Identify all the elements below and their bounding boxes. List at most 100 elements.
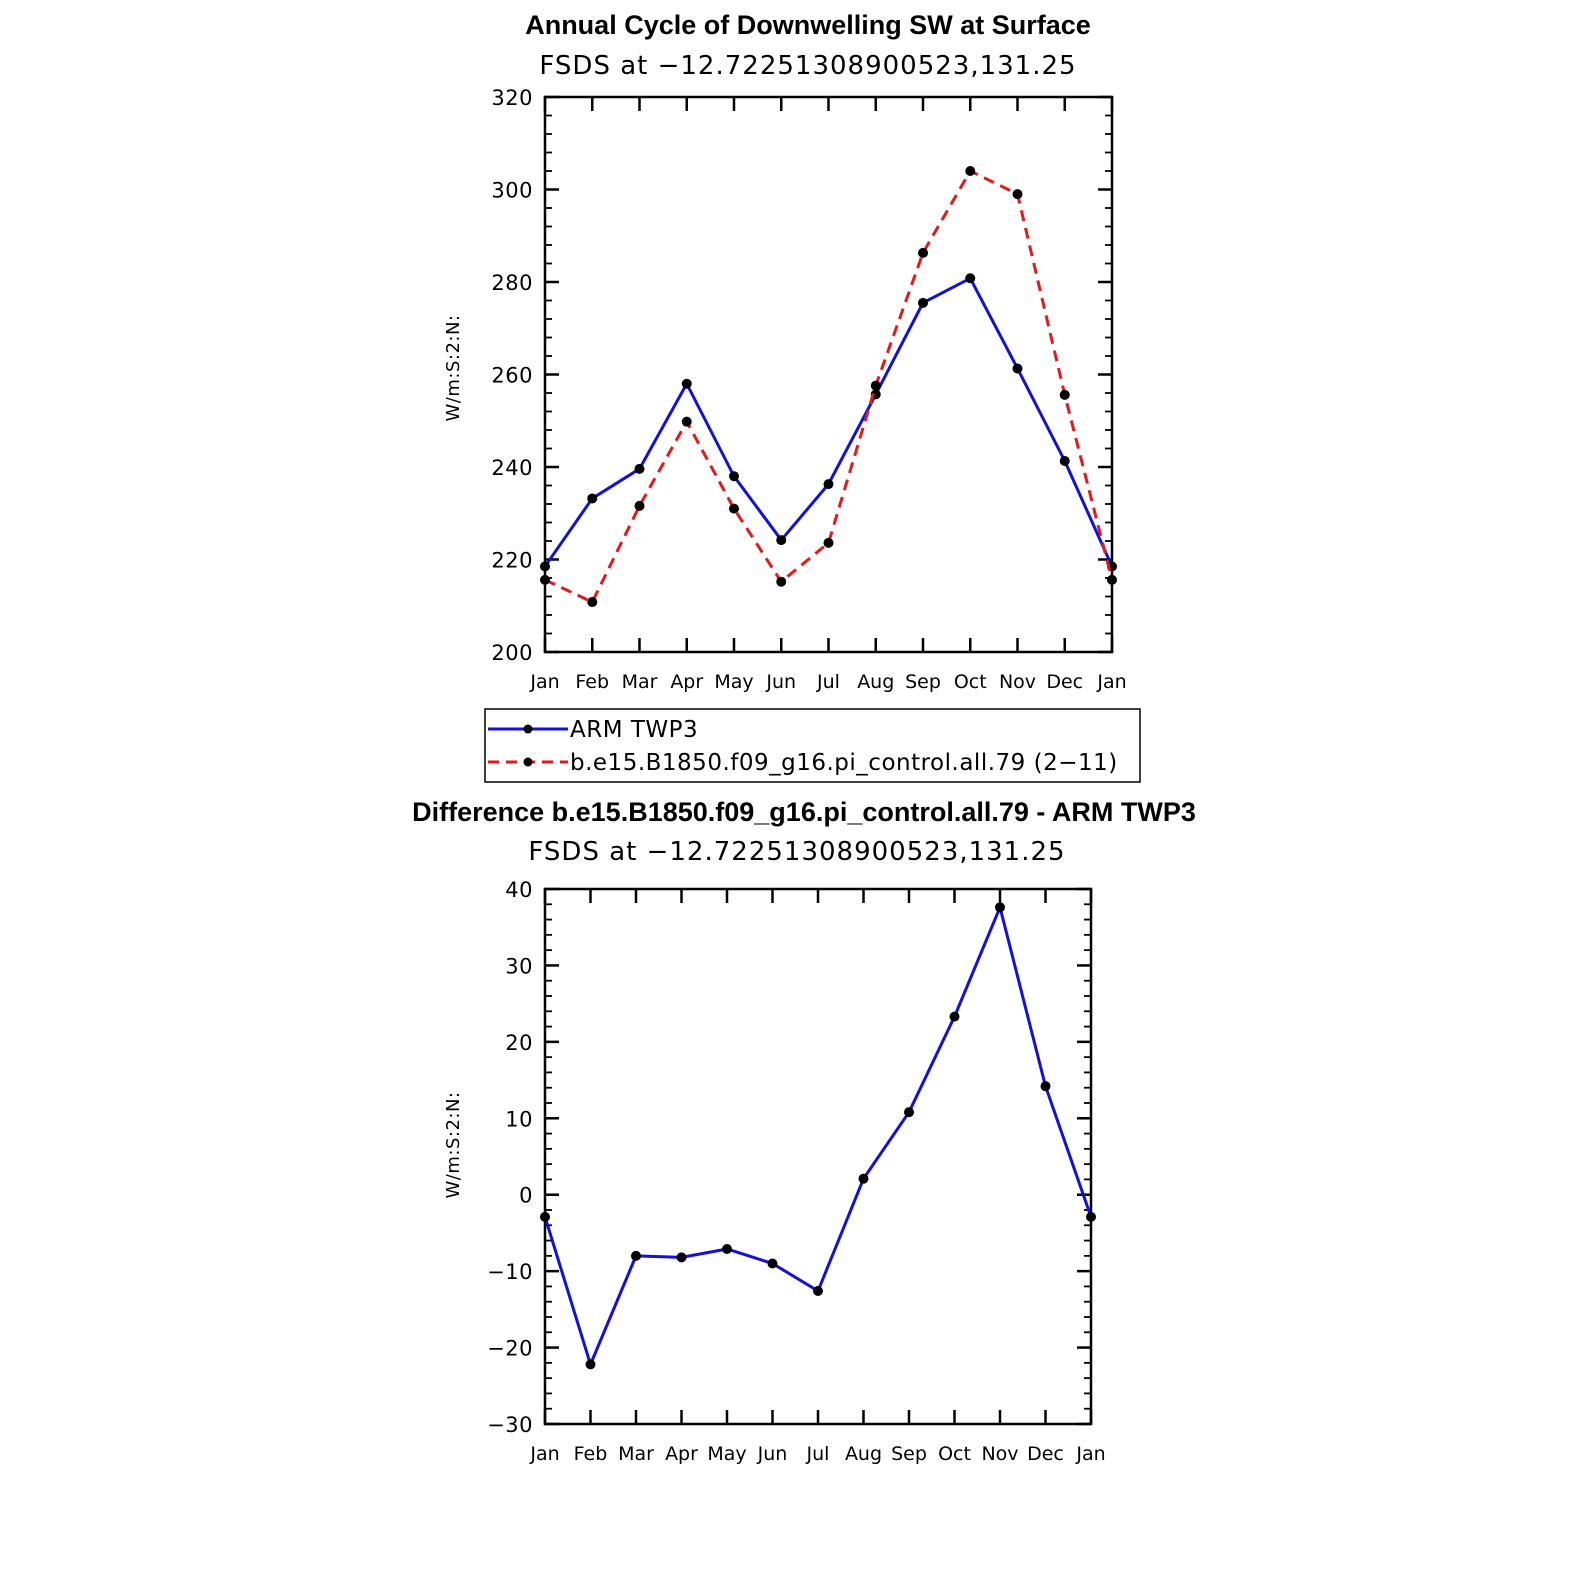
x-tick-label: Nov: [981, 1443, 1018, 1465]
data-point: [949, 1011, 960, 1022]
x-tick-labels: Jan Feb Mar Apr May Jun Jul Aug Sep Oct Nov Dec Jan: [529, 671, 1126, 693]
y-axis-label: W/m:S:2:N:: [443, 1092, 464, 1199]
x-tick-label: May: [714, 671, 753, 693]
y-tick-label: 280: [491, 271, 533, 295]
y-tick-label: 300: [491, 179, 533, 203]
y-tick-label: 240: [491, 456, 533, 480]
x-tick-label: Sep: [891, 1443, 927, 1465]
legend-marker-obs: [523, 724, 533, 734]
y-tick-label: 10: [505, 1107, 533, 1131]
x-tick-label: Oct: [938, 1443, 971, 1465]
data-point: [585, 1359, 596, 1370]
data-point: [1059, 389, 1070, 400]
chart-title: Annual Cycle of Downwelling SW at Surfac…: [525, 10, 1091, 40]
data-point: [540, 561, 550, 572]
x-tick-label: Oct: [954, 671, 987, 693]
data-point: [1107, 574, 1117, 585]
data-point: [681, 378, 692, 389]
x-tick-label: Feb: [575, 671, 609, 693]
data-point: [722, 1243, 732, 1254]
data-point: [1012, 189, 1023, 200]
data-point: [858, 1173, 869, 1184]
series-line-0: [543, 276, 1114, 568]
x-tick-label: Dec: [1027, 1443, 1064, 1465]
data-point: [823, 537, 834, 548]
y-tick-labels: 200 220 240 260 280 300 320: [491, 86, 533, 665]
legend-entry-model: b.e15.B1850.f09_g16.pi_control.all.79 (2…: [488, 750, 1118, 776]
data-point: [995, 902, 1005, 913]
x-tick-label: Aug: [857, 671, 894, 693]
x-tick-label: Jul: [806, 1443, 830, 1465]
data-point: [587, 597, 598, 608]
x-tick-label: Mar: [622, 671, 658, 693]
x-tick-label: Jan: [1075, 1443, 1105, 1465]
y-tick-label: 260: [491, 364, 533, 388]
data-point: [870, 380, 881, 391]
x-tick-label: Jul: [816, 671, 840, 693]
y-tick-label: 0: [519, 1184, 533, 1208]
legend-label-obs: ARM TWP3: [570, 717, 698, 743]
y-tick-label: 220: [491, 549, 533, 573]
chart-subtitle: FSDS at −12.72251308900523,131.25: [528, 837, 1065, 867]
y-tick-labels: −30 −20 −10 0 10 20 30 40: [487, 878, 533, 1437]
data-point: [540, 574, 550, 585]
data-point: [776, 535, 787, 546]
data-point: [965, 166, 976, 176]
x-tick-label: Aug: [845, 1443, 882, 1465]
y-tick-label: −20: [487, 1337, 533, 1361]
axes-frame: [543, 887, 1093, 1426]
data-point: [729, 471, 739, 482]
data-point: [1040, 1081, 1051, 1092]
legend-marker-model: [523, 757, 533, 767]
y-tick-label: 200: [491, 641, 533, 665]
y-tick-label: −30: [487, 1413, 533, 1437]
data-point: [1059, 455, 1070, 466]
data-point: [676, 1252, 687, 1263]
x-tick-labels: Jan Feb Mar Apr May Jun Jul Aug Sep Oct Nov Dec Jan: [529, 1443, 1105, 1465]
data-point: [540, 1211, 550, 1222]
data-point: [767, 1258, 778, 1269]
data-point: [631, 1250, 641, 1261]
data-point: [918, 297, 928, 308]
legend-entry-obs: ARM TWP3: [488, 717, 698, 743]
y-tick-label: 40: [505, 878, 533, 902]
legend-box: [484, 708, 1141, 783]
data-point: [965, 273, 976, 284]
x-tick-label: Feb: [574, 1443, 608, 1465]
plot-frame: [543, 95, 1114, 654]
y-tick-label: −10: [487, 1260, 533, 1284]
series-layer: [540, 902, 1096, 1370]
y-tick-label: 20: [505, 1031, 533, 1055]
legend-label-model: b.e15.B1850.f09_g16.pi_control.all.79 (2…: [570, 750, 1118, 776]
difference-panel: Difference b.e15.B1850.f09_g16.pi_contro…: [412, 797, 1196, 1465]
chart-title: Difference b.e15.B1850.f09_g16.pi_contro…: [412, 797, 1196, 827]
x-tick-label: Jun: [765, 671, 796, 693]
chart-subtitle: FSDS at −12.72251308900523,131.25: [539, 51, 1076, 81]
y-tick-label: 320: [491, 86, 533, 110]
data-point: [634, 463, 645, 474]
legend: ARM TWP3 b.e15.B1850.f09_g16.pi_control.…: [484, 708, 1141, 783]
x-tick-label: Jun: [757, 1443, 788, 1465]
series-layer: [540, 166, 1117, 608]
x-tick-label: Sep: [905, 671, 941, 693]
x-tick-label: Jan: [529, 1443, 559, 1465]
x-tick-label: Apr: [665, 1443, 698, 1465]
data-point: [587, 493, 598, 504]
annual-cycle-panel: Annual Cycle of Downwelling SW at Surfac…: [443, 10, 1127, 693]
x-tick-label: Jan: [529, 671, 559, 693]
y-axis-label: W/m:S:2:N:: [443, 315, 464, 422]
x-tick-label: Dec: [1046, 671, 1083, 693]
x-tick-label: Apr: [670, 671, 703, 693]
data-point: [1086, 1211, 1096, 1222]
plot-frame: [543, 887, 1093, 1426]
data-point: [634, 500, 645, 511]
data-point: [729, 503, 739, 514]
data-point: [681, 416, 692, 427]
x-tick-label: Nov: [999, 671, 1036, 693]
data-point: [823, 479, 834, 490]
x-tick-label: May: [707, 1443, 746, 1465]
data-point: [776, 576, 787, 587]
axes-frame: [543, 95, 1114, 654]
data-point: [1012, 363, 1023, 374]
